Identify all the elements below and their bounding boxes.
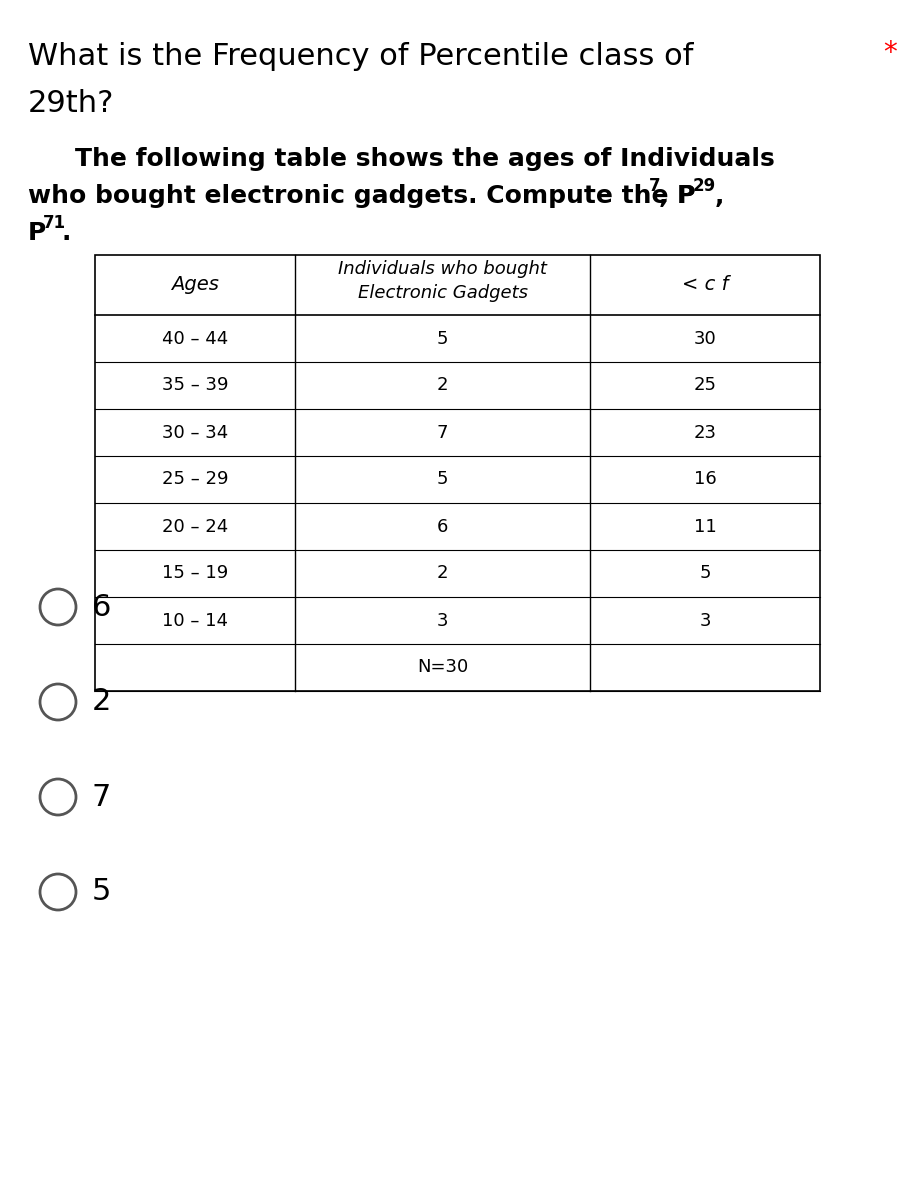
Text: 7: 7 [92, 783, 111, 812]
Text: 35 – 39: 35 – 39 [161, 377, 228, 395]
Text: 29th?: 29th? [28, 89, 115, 119]
Text: Ages: Ages [171, 275, 219, 294]
Text: 5: 5 [436, 470, 448, 488]
Text: Individuals who bought
Electronic Gadgets: Individuals who bought Electronic Gadget… [338, 260, 547, 302]
Text: < c f: < c f [681, 275, 728, 294]
Text: 5: 5 [92, 877, 111, 906]
Text: 5: 5 [700, 565, 711, 583]
Text: 20 – 24: 20 – 24 [162, 517, 228, 535]
Text: 6: 6 [92, 593, 111, 621]
Text: 11: 11 [693, 517, 716, 535]
Text: .: . [62, 221, 72, 245]
Text: The following table shows the ages of Individuals: The following table shows the ages of In… [75, 147, 775, 171]
Text: 30: 30 [693, 329, 716, 347]
Text: 29: 29 [693, 177, 716, 195]
Text: 40 – 44: 40 – 44 [162, 329, 228, 347]
Text: 7: 7 [436, 424, 448, 442]
Text: 25: 25 [693, 377, 716, 395]
Text: 6: 6 [436, 517, 448, 535]
Text: N=30: N=30 [417, 658, 468, 676]
Text: , P: , P [659, 184, 695, 208]
Bar [95, 255, 820, 691]
Text: 3: 3 [700, 612, 711, 630]
Text: P: P [28, 221, 46, 245]
Text: What is the Frequency of Percentile class of: What is the Frequency of Percentile clas… [28, 42, 693, 71]
Text: 2: 2 [92, 687, 111, 717]
Text: 7: 7 [649, 177, 660, 195]
Text: *: * [883, 40, 897, 67]
Text: 16: 16 [693, 470, 716, 488]
Text: 71: 71 [43, 214, 66, 232]
Text: 5: 5 [436, 329, 448, 347]
Text: who bought electronic gadgets. Compute the P: who bought electronic gadgets. Compute t… [28, 184, 695, 208]
Text: 23: 23 [693, 424, 716, 442]
Text: 3: 3 [436, 612, 448, 630]
Text: ,: , [715, 184, 724, 208]
Text: 15 – 19: 15 – 19 [162, 565, 228, 583]
Text: 30 – 34: 30 – 34 [162, 424, 228, 442]
Text: 25 – 29: 25 – 29 [161, 470, 228, 488]
Text: 2: 2 [436, 377, 448, 395]
Text: 2: 2 [436, 565, 448, 583]
Text: 10 – 14: 10 – 14 [162, 612, 228, 630]
